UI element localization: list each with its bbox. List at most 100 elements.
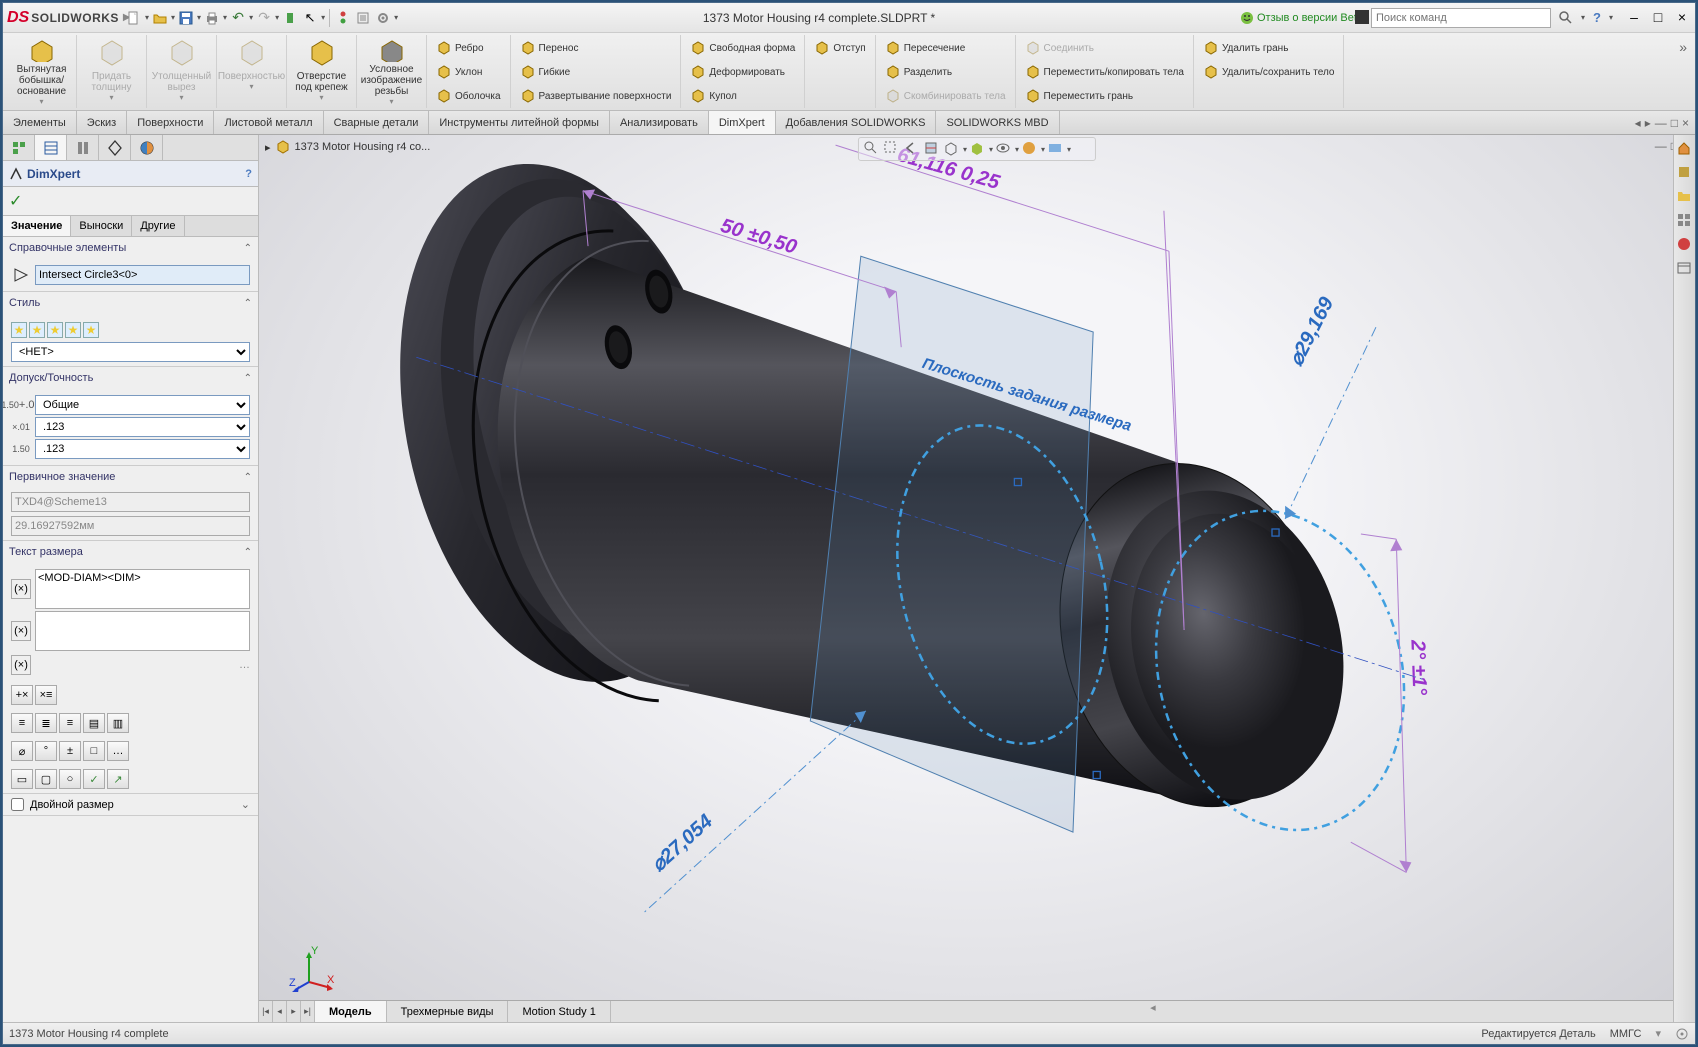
beta-feedback-link[interactable]: Отзыв о версии Beta — [1240, 11, 1363, 25]
status-units[interactable]: ММГС — [1610, 1028, 1642, 1040]
hud-hide-show[interactable] — [995, 140, 1013, 158]
tab-nav-prev-icon[interactable]: ◂ — [1635, 116, 1641, 130]
open-file-button[interactable] — [151, 9, 169, 27]
rebuild-button[interactable] — [281, 9, 299, 27]
dimtext-below-icon[interactable]: (×) — [11, 621, 31, 641]
cmdtab-1[interactable]: Эскиз — [77, 111, 127, 134]
sym-plusminus[interactable]: ± — [59, 741, 81, 761]
dim-angle[interactable]: 2° ±1° — [1406, 639, 1430, 697]
ribbon-cmd-2-1[interactable]: Деформировать — [687, 61, 798, 83]
dimtext-field-1[interactable]: <MOD-DIAM><DIM> — [35, 569, 250, 609]
cmdtab-2[interactable]: Поверхности — [127, 111, 214, 134]
vp-minimize-icon[interactable]: — — [1655, 139, 1667, 153]
sym-square[interactable]: □ — [83, 741, 105, 761]
dimtext-field-2[interactable] — [35, 611, 250, 651]
ribbon-cmd-5-1[interactable]: Переместить/копировать тела — [1022, 61, 1187, 83]
cmdtab-9[interactable]: SOLIDWORKS MBD — [936, 111, 1059, 134]
style-fav-2[interactable]: ★ — [29, 322, 45, 338]
ribbon-cmd-2-0[interactable]: Свободная форма — [687, 37, 798, 59]
help-button[interactable]: ? — [1593, 10, 1601, 25]
hud-view-orient[interactable] — [943, 140, 961, 158]
taskpane-view-palette[interactable] — [1674, 209, 1694, 231]
pm-section-tolerance-header[interactable]: Допуск/Точность⌃ — [3, 367, 258, 389]
sym-more[interactable]: … — [107, 741, 129, 761]
sym-diameter[interactable]: ⌀ — [11, 741, 33, 761]
pm-help-icon[interactable]: ? — [245, 168, 252, 180]
hud-appearance[interactable] — [1021, 140, 1039, 158]
ribbon-cmd-3-0[interactable]: Отступ — [811, 37, 868, 59]
search-icon[interactable] — [1559, 11, 1573, 25]
style-fav-1[interactable]: ★ — [11, 322, 27, 338]
pm-section-primary-header[interactable]: Первичное значение⌃ — [3, 466, 258, 488]
ribbon-cmd-5-2[interactable]: Переместить грань — [1022, 85, 1187, 107]
ribbon-cmd-0-2[interactable]: Оболочка — [433, 85, 504, 107]
hud-section[interactable] — [923, 140, 941, 158]
taskpane-appearance[interactable] — [1674, 233, 1694, 255]
ribbon-cmd-4-0[interactable]: Пересечение — [882, 37, 1009, 59]
graphics-viewport[interactable]: ▸ 1373 Motor Housing r4 co... ▾ ▾ ▾ ▾ ▾ — [259, 135, 1695, 1022]
btab-prev[interactable]: ◂ — [273, 1001, 287, 1022]
tol-prec2-select[interactable]: .123 — [35, 439, 250, 459]
dim-50[interactable]: 50 ±0,50 — [718, 215, 800, 259]
pm-tab-config-mgr[interactable] — [67, 135, 99, 160]
hud-zoom-area[interactable] — [883, 140, 901, 158]
frame-1[interactable]: ▭ — [11, 769, 33, 789]
ref-entity-field[interactable] — [35, 265, 250, 285]
tab-nav-next-icon[interactable]: ▸ — [1645, 116, 1651, 130]
dual-dimension-checkbox[interactable] — [11, 798, 24, 811]
pm-tab-display[interactable] — [131, 135, 163, 160]
taskpane-library[interactable] — [1674, 161, 1694, 183]
tab-restore-icon[interactable]: □ — [1671, 116, 1678, 130]
view-tab-0[interactable]: Модель — [315, 1001, 387, 1022]
dimtext-suffix-icon[interactable]: (×) — [11, 655, 31, 675]
frame-4[interactable]: ✓ — [83, 769, 105, 789]
justify-1[interactable]: +× — [11, 685, 33, 705]
ribbon-cmd-2-2[interactable]: Купол — [687, 85, 798, 107]
pm-section-style-header[interactable]: Стиль⌃ — [3, 292, 258, 314]
hud-prev-view[interactable] — [903, 140, 921, 158]
options-button[interactable] — [354, 9, 372, 27]
taskpane-home[interactable] — [1674, 137, 1694, 159]
pm-section-dimtext-header[interactable]: Текст размера⌃ — [3, 541, 258, 563]
style-fav-5[interactable]: ★ — [83, 322, 99, 338]
align-center[interactable]: ≣ — [35, 713, 57, 733]
command-search-input[interactable] — [1371, 8, 1551, 28]
save-button[interactable] — [177, 9, 195, 27]
ribbon-cmd-6-1[interactable]: Удалить/сохранить тело — [1200, 61, 1338, 83]
taskpane-explorer[interactable] — [1674, 185, 1694, 207]
pm-tab-dimxpert[interactable] — [99, 135, 131, 160]
align-right[interactable]: ≡ — [59, 713, 81, 733]
hud-render[interactable] — [1073, 140, 1091, 158]
breadcrumb-name[interactable]: 1373 Motor Housing r4 co... — [295, 141, 431, 153]
cmdtab-8[interactable]: Добавления SOLIDWORKS — [776, 111, 937, 134]
ribbon-overflow-icon[interactable]: » — [1679, 39, 1687, 55]
breadcrumb-expand-icon[interactable]: ▸ — [265, 141, 271, 154]
ribbon-cmd-0-1[interactable]: Уклон — [433, 61, 504, 83]
frame-5[interactable]: ↗ — [107, 769, 129, 789]
ribbon-cmd-1-2[interactable]: Развертывание поверхности — [517, 85, 675, 107]
cmdtab-3[interactable]: Листовой металл — [214, 111, 323, 134]
justify-2[interactable]: ×≡ — [35, 685, 57, 705]
ribbon-big-5[interactable]: Условноеизображениерезьбы▾ — [357, 35, 427, 108]
style-select[interactable]: <НЕТ> — [11, 342, 250, 362]
align-4[interactable]: ▤ — [83, 713, 105, 733]
sym-degree[interactable]: ° — [35, 741, 57, 761]
minimize-button[interactable]: – — [1625, 10, 1643, 26]
ribbon-big-4[interactable]: Отверстиепод крепеж▾ — [287, 35, 357, 108]
settings-button[interactable] — [374, 9, 392, 27]
tol-type-select[interactable]: Общие — [35, 395, 250, 415]
redo-button[interactable]: ↷ — [255, 9, 273, 27]
taskpane-custom[interactable] — [1674, 257, 1694, 279]
pm-tab-property-mgr[interactable] — [35, 135, 67, 160]
ribbon-cmd-6-0[interactable]: Удалить грань — [1200, 37, 1338, 59]
tab-close-icon[interactable]: × — [1682, 116, 1689, 130]
ribbon-cmd-0-0[interactable]: Ребро — [433, 37, 504, 59]
btab-last[interactable]: ▸| — [301, 1001, 315, 1022]
pm-section-reference-header[interactable]: Справочные элементы⌃ — [3, 237, 258, 259]
pm-subtab-1[interactable]: Выноски — [71, 216, 132, 236]
frame-3[interactable]: ○ — [59, 769, 81, 789]
view-tab-2[interactable]: Motion Study 1 — [508, 1001, 610, 1022]
dim-dia-29[interactable]: ⌀29,169 — [1285, 293, 1339, 370]
dim-dia-27[interactable]: ⌀27,054 — [647, 810, 717, 876]
hud-scene[interactable] — [1047, 140, 1065, 158]
